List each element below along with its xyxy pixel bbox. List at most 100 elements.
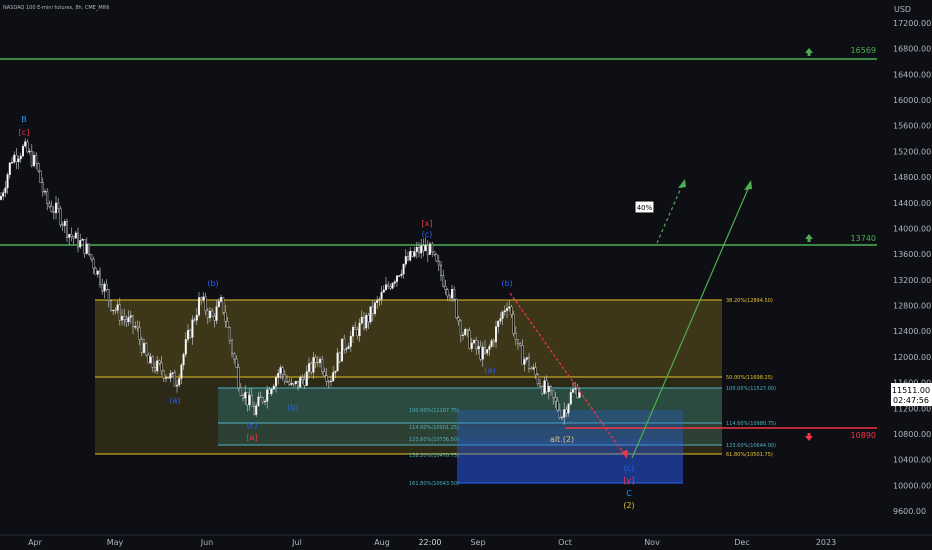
candle-body (6, 174, 9, 189)
candle-body (90, 254, 93, 260)
candle-body (464, 329, 467, 336)
candle-body (365, 315, 368, 329)
candle-body (230, 340, 233, 354)
fib-zone-lower (95, 377, 722, 454)
candle-body (116, 304, 119, 311)
candle-body (479, 346, 482, 360)
candle-body (297, 381, 300, 388)
candle-body (424, 244, 427, 252)
candle-body (475, 340, 478, 350)
candle-body (442, 275, 445, 287)
candle-body (52, 211, 55, 214)
price-tick-label: 16000.00 (893, 96, 931, 105)
candle-body (301, 377, 304, 380)
candle-body (257, 396, 260, 406)
chart-title: NASDAQ 100 E-mini futures, 8h, CME_MINI (3, 5, 109, 11)
candle-body (250, 394, 253, 407)
time-tick-labels: Apr May Jun Jul Aug 22:00 Sep Oct Nov Dec 2023 (28, 538, 836, 547)
candle-body (180, 364, 183, 379)
fib-small-box-4 (457, 455, 683, 483)
candle-body (277, 373, 280, 378)
candle-body (396, 275, 399, 282)
red-down-projection (509, 292, 628, 459)
candle-body (462, 334, 465, 336)
candle-body (541, 386, 544, 394)
level-13740-label: 13740 (851, 234, 876, 243)
candle-body (15, 154, 18, 163)
candle-body (26, 141, 29, 153)
candle-body (59, 208, 62, 226)
candle-body (76, 232, 79, 248)
price-tick-label: 9600.00 (893, 507, 926, 516)
candle-body (369, 306, 372, 323)
candle-body (239, 387, 242, 396)
candle-body (398, 275, 401, 277)
candle-body (246, 392, 249, 406)
candle-body (420, 245, 423, 254)
wave-x-red: [x] (422, 219, 433, 228)
candle-body (525, 357, 528, 360)
fib-mid-label-100: 100.00%(11527.00) (726, 386, 776, 392)
candle-body (244, 392, 247, 399)
candle-body (345, 348, 348, 350)
time-axis[interactable]: Apr May Jun Jul Aug 22:00 Sep Oct Nov Dec 2023 (0, 534, 932, 547)
candle-body (182, 354, 185, 366)
price-tick-label: 11200.00 (893, 404, 931, 413)
fib-label-50: 50.00%(11698.25) (726, 375, 773, 381)
candle-body (565, 409, 568, 414)
candle-body (514, 333, 517, 340)
candle-body (101, 284, 104, 292)
candle-body (222, 297, 225, 313)
candle-body (418, 247, 421, 254)
red-arrowhead (621, 450, 628, 458)
candle-body (134, 326, 137, 328)
candle-body (206, 310, 209, 319)
wave-a-red-jun: [a] (246, 433, 257, 442)
green-dashed-projection (656, 180, 685, 244)
candle-body (393, 281, 396, 284)
candle-body (578, 392, 581, 398)
candle-body (371, 306, 374, 314)
candle-body (305, 371, 308, 386)
candle-body (158, 360, 161, 364)
candle-body (156, 360, 159, 372)
candle-body (400, 273, 403, 276)
wave-c-blue-aug: (c) (422, 230, 433, 239)
probability-badge[interactable]: 40% (634, 200, 655, 214)
candle-body (264, 401, 267, 403)
wave-B: B (21, 115, 27, 124)
candle-body (8, 162, 11, 175)
candle-body (151, 356, 154, 368)
price-tick-label: 14400.00 (893, 199, 931, 208)
fib-small-label-114: 114.60%(10901.25) (409, 425, 459, 431)
candle-body (272, 385, 275, 390)
candle-body (292, 383, 295, 385)
candle-body (197, 297, 200, 316)
candle-body (310, 363, 313, 373)
candle-body (528, 357, 531, 369)
candle-body (453, 288, 456, 300)
candle-body (255, 405, 258, 415)
price-axis[interactable]: USD 17200.00 16800.00 16400.00 16000.00 1560… (882, 0, 932, 535)
candle-body (576, 388, 579, 398)
candle-body (136, 326, 139, 329)
candle-body (162, 370, 165, 379)
candle-body (572, 389, 575, 393)
candle-body (523, 359, 526, 365)
candlestick-series[interactable] (0, 138, 581, 425)
candle-body (303, 379, 306, 386)
candle-body (552, 390, 555, 398)
candle-body (495, 326, 498, 343)
candle-body (283, 374, 286, 382)
candle-body (123, 316, 126, 320)
candle-body (389, 286, 392, 289)
candle-body (481, 346, 484, 360)
wave-b-blue-jul: (b) (287, 403, 298, 412)
wave-a-blue-may: (a) (169, 396, 180, 405)
wave-b-blue-jun: (b) (207, 279, 218, 288)
key-levels[interactable] (0, 58, 877, 429)
price-tick-label: 10000.00 (893, 481, 931, 490)
time-tick-label: 22:00 (418, 538, 441, 547)
